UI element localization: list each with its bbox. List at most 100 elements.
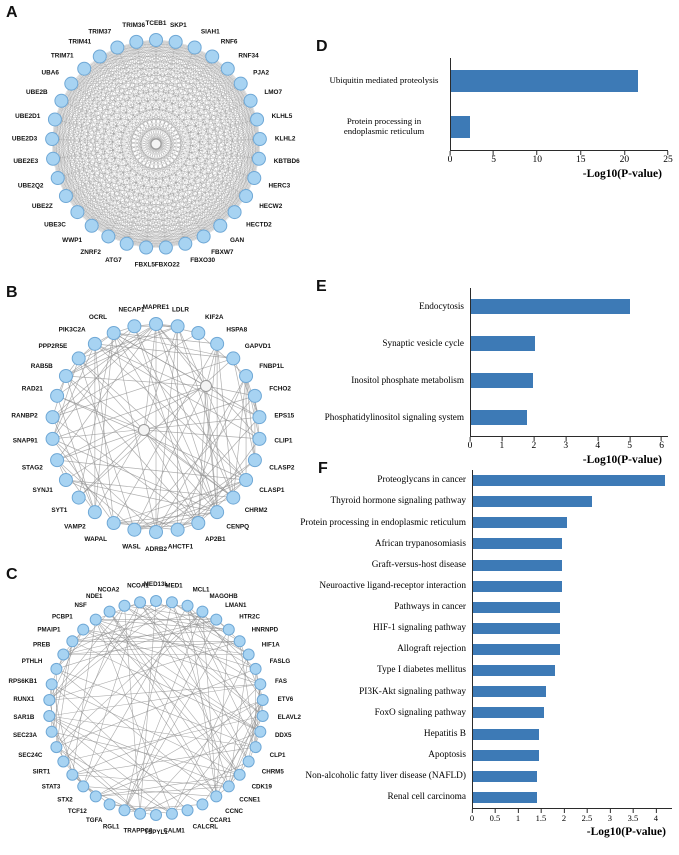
bar-track <box>450 104 668 150</box>
gene-node <box>45 431 60 446</box>
gene-node <box>89 790 102 803</box>
gene-node <box>178 236 193 251</box>
gene-node <box>129 34 144 49</box>
gene-label: LMAN1 <box>225 602 247 609</box>
bar-row: Ubiquitin mediated proteolysis <box>324 58 668 104</box>
category-label: Thyroid hormone signaling pathway <box>330 496 466 507</box>
gene-label: CCNE1 <box>239 797 261 804</box>
gene-node <box>50 741 63 754</box>
gene-label: TRIM36 <box>122 22 145 29</box>
gene-label: VAMP2 <box>64 523 86 530</box>
gene-label: RUNX1 <box>13 696 35 703</box>
gene-node <box>45 132 60 147</box>
x-axis-label: -Log10(P-value) <box>582 454 662 466</box>
gene-label: NDE1 <box>86 593 103 600</box>
gene-node <box>92 49 107 64</box>
x-tick: 4 <box>654 809 658 824</box>
network-panel-a: TCEB1 SKP1 SIAH1 RNF6 RNF34 PJA2 LMO7 KLHL5 KLHL… <box>10 12 302 284</box>
bar-row: PI3K-Akt signaling pathway <box>300 681 672 703</box>
hub-node <box>138 424 150 436</box>
gene-node <box>170 319 185 334</box>
gene-label: RGL1 <box>103 824 120 831</box>
bar <box>473 559 563 571</box>
gene-label: TSPYL1 <box>144 829 168 836</box>
bar-row: Endocytosis <box>312 288 668 325</box>
bar-row: African trypanosomiasis <box>300 533 672 555</box>
bar-row: Protein processing in endoplasmic reticu… <box>324 104 668 150</box>
bar-track <box>472 554 672 576</box>
gene-node <box>242 648 255 661</box>
gene-label: HIF1A <box>262 642 280 649</box>
gene-node <box>233 76 248 91</box>
bar-track <box>472 491 672 513</box>
gene-node <box>252 410 267 425</box>
gene-node <box>71 351 86 366</box>
bar-row: Hepatitis B <box>300 723 672 745</box>
bar-track <box>472 617 672 639</box>
gene-node <box>66 768 79 781</box>
gene-label: CLP1 <box>270 752 286 759</box>
gene-node <box>196 605 209 618</box>
gene-label: UBE2B <box>26 89 48 96</box>
gene-label: SYT1 <box>51 507 67 514</box>
gene-node <box>58 189 73 203</box>
network-panel-c: MED13L MED1 MCL1 MAGOHB LMAN1 HTR2C HNRNPD HIF1… <box>8 570 304 853</box>
gene-label: PPP2R5E <box>39 343 69 350</box>
gene-node <box>213 218 228 233</box>
gene-label: RANBP2 <box>11 413 38 420</box>
bar-track <box>450 58 668 104</box>
gene-label: FBXO30 <box>190 257 215 264</box>
category-label: Phosphatidylinositol signaling system <box>324 412 464 423</box>
gene-node <box>249 741 262 754</box>
x-axis-label: -Log10(P-value) <box>586 826 666 838</box>
bar <box>473 475 666 487</box>
gene-label: PMAIP1 <box>37 627 61 634</box>
x-tick: 1 <box>516 809 520 824</box>
x-axis-line <box>450 150 668 151</box>
gene-label: HSPA8 <box>226 327 247 334</box>
gene-label: TGFA <box>86 817 103 824</box>
gene-node <box>58 473 73 487</box>
gene-label: AP2B1 <box>205 536 226 543</box>
gene-node <box>149 33 163 47</box>
gene-label: FASLG <box>270 658 291 665</box>
gene-node <box>242 755 255 768</box>
bar-track <box>472 723 672 745</box>
gene-label: KLHL5 <box>272 113 293 120</box>
bar <box>471 336 535 351</box>
bar-track <box>472 660 672 682</box>
bar <box>473 770 538 782</box>
gene-node <box>118 804 131 817</box>
bar <box>471 410 527 425</box>
gene-node <box>196 798 209 811</box>
x-tick: 3.5 <box>628 809 638 824</box>
gene-label: TRIM41 <box>68 39 91 46</box>
bar <box>473 791 538 803</box>
gene-label: CHRM2 <box>245 507 268 514</box>
x-tick: 5 <box>627 437 632 453</box>
gene-node <box>254 725 267 738</box>
gene-label: TCEB1 <box>146 20 167 27</box>
gene-label: ELAVL2 <box>278 714 302 721</box>
gene-node <box>165 596 178 609</box>
bar <box>473 517 567 529</box>
gene-label: TRIM37 <box>88 28 111 35</box>
gene-node <box>110 40 125 55</box>
category-label: Pathways in cancer <box>394 602 466 613</box>
gene-node <box>139 240 154 255</box>
gene-node <box>210 613 223 626</box>
bar-row: Neuroactive ligand-receptor interaction <box>300 575 672 597</box>
gene-label: WASL <box>122 543 141 550</box>
gene-label: KBTBD6 <box>274 158 300 165</box>
bar-track <box>472 639 672 661</box>
gene-node <box>191 516 206 531</box>
gene-node <box>227 205 242 220</box>
gene-node <box>43 709 56 722</box>
gene-label: WAPAL <box>84 536 107 543</box>
gene-label: GAN <box>230 237 245 244</box>
bar <box>473 601 560 613</box>
gene-node <box>119 236 134 251</box>
gene-node <box>247 388 262 403</box>
bar-track <box>472 765 672 787</box>
gene-node <box>50 171 65 186</box>
